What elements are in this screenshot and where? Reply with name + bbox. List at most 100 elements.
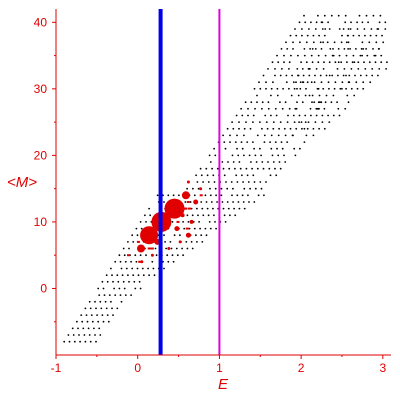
data-point: [345, 41, 348, 44]
data-point: [205, 167, 208, 170]
data-point: [328, 61, 331, 64]
data-point: [120, 267, 123, 270]
data-point: [191, 214, 194, 217]
data-point: [139, 254, 142, 257]
data-point: [337, 74, 339, 77]
data-point: [106, 280, 109, 283]
data-point: [252, 141, 254, 144]
data-point: [317, 101, 320, 104]
data-point: [284, 101, 287, 104]
data-point: [213, 214, 215, 217]
data-point: [83, 334, 86, 336]
data-point: [292, 48, 294, 50]
data-point: [358, 14, 361, 17]
data-point: [123, 254, 126, 257]
data-point: [277, 134, 280, 137]
data-point: [213, 181, 216, 183]
data-point: [337, 107, 340, 110]
data-point: [372, 14, 375, 17]
tick-marks: [52, 21, 384, 359]
data-point: [364, 34, 366, 37]
data-point: [208, 154, 211, 157]
data-point: [248, 154, 251, 157]
data-point: [270, 114, 272, 117]
x-tick-label: 3: [379, 361, 386, 375]
data-point: [190, 241, 193, 243]
data-point: [211, 167, 214, 170]
data-point: [295, 81, 297, 84]
data-point: [290, 94, 293, 97]
data-point: [279, 74, 282, 77]
data-point: [224, 147, 227, 150]
data-point: [381, 34, 383, 37]
data-point: [96, 314, 98, 316]
data-point: [210, 201, 213, 203]
data-point: [205, 201, 208, 203]
data-point: [308, 94, 311, 97]
data-point: [139, 221, 142, 223]
data-point: [312, 127, 315, 130]
data-point: [285, 41, 287, 44]
data-point: [339, 87, 342, 90]
data-point: [131, 267, 134, 270]
data-point: [235, 114, 238, 117]
data-point: [116, 307, 119, 310]
data-point: [213, 147, 216, 150]
data-point: [86, 320, 89, 323]
data-point: [355, 48, 357, 50]
axes: [55, 9, 391, 356]
data-point: [256, 94, 258, 97]
data-point: [323, 14, 326, 17]
data-point: [379, 14, 382, 17]
data-point: [220, 187, 223, 190]
data-point: [298, 21, 301, 24]
data-point: [264, 114, 267, 117]
data-point: [263, 134, 266, 137]
data-point: [175, 247, 178, 250]
data-point: [231, 194, 233, 197]
data-point: [308, 68, 311, 70]
data-point: [372, 48, 374, 50]
data-point: [140, 227, 143, 230]
data-point: [232, 201, 235, 203]
data-point: [207, 181, 210, 183]
data-point: [347, 81, 350, 84]
data-point: [239, 167, 242, 170]
data-point: [236, 147, 238, 150]
data-point: [292, 41, 294, 44]
data-point: [137, 274, 140, 277]
data-point: [314, 28, 317, 30]
data-point: [297, 54, 299, 57]
data-point: [361, 41, 364, 44]
data-point: [136, 267, 139, 270]
data-point: [238, 207, 241, 210]
data-point: [353, 61, 356, 64]
data-point: [94, 334, 96, 336]
data-point: [226, 201, 229, 203]
data-point: [260, 187, 263, 190]
data-point: [238, 161, 241, 163]
data-point: [294, 28, 296, 30]
data-point: [265, 87, 267, 90]
data-point: [318, 94, 321, 97]
vertical-lines: [158, 9, 221, 355]
data-point: [274, 74, 276, 77]
data-point: [195, 174, 198, 177]
data-point: [301, 68, 304, 70]
data-point: [311, 94, 314, 97]
data-point: [184, 201, 187, 203]
red-marker: [164, 212, 170, 218]
data-point: [295, 127, 298, 130]
data-point: [304, 21, 307, 24]
data-point: [380, 54, 383, 57]
data-point: [386, 61, 388, 64]
data-point: [199, 227, 202, 230]
data-point: [265, 181, 267, 183]
data-point: [152, 267, 155, 270]
data-point: [267, 107, 270, 110]
data-point: [289, 127, 292, 130]
data-point: [189, 201, 192, 203]
data-point: [197, 214, 199, 217]
data-point: [310, 81, 313, 84]
data-point: [172, 194, 175, 197]
